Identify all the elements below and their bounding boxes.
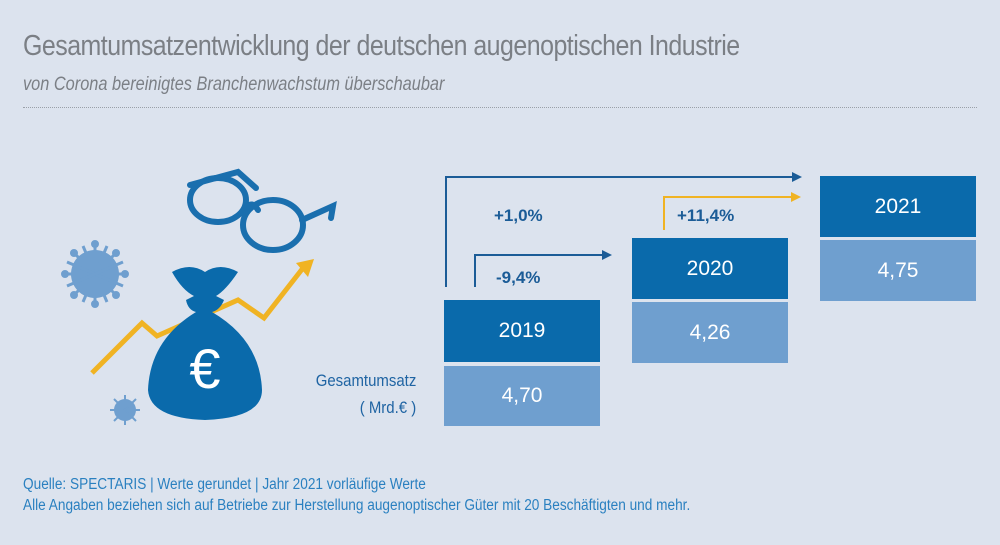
row-label: Gesamtumsatz: [315, 371, 416, 390]
change-label-2020-2021: +11,4%: [677, 206, 735, 225]
virus-icon: [110, 395, 140, 425]
arrowhead-icon: [602, 250, 612, 260]
virus-icon: [61, 240, 129, 308]
value-box-2021: 4,75: [820, 240, 976, 301]
year-box-2020: 2020: [632, 238, 788, 299]
unit-label: ( Mrd.€ ): [359, 398, 416, 417]
change-arrow-2019-2021: [445, 176, 793, 287]
page-title: Gesamtumsatzentwicklung der deutschen au…: [23, 30, 740, 62]
arrowhead-icon: [791, 192, 801, 202]
value-box-2020: 4,26: [632, 302, 788, 363]
year-box-2019: 2019: [444, 300, 600, 362]
euro-icon: €: [189, 337, 220, 400]
year-box-2021: 2021: [820, 176, 976, 237]
page-subtitle: von Corona bereinigtes Branchenwachstum …: [23, 74, 445, 95]
glasses-icon: [187, 168, 337, 253]
money-bag-icon: [148, 267, 262, 420]
divider: [23, 107, 977, 108]
scope-note: Alle Angaben beziehen sich auf Betriebe …: [23, 497, 691, 514]
change-arrow-2019-2020: [474, 254, 604, 287]
arrowhead-icon: [792, 172, 802, 182]
change-label-2019-2020: -9,4%: [496, 268, 541, 287]
change-arrow-2020-2021: [663, 196, 793, 230]
value-box-2019: 4,70: [444, 366, 600, 426]
change-label-2019-2021: +1,0%: [494, 206, 543, 225]
source-note: Quelle: SPECTARIS | Werte gerundet | Jah…: [23, 476, 426, 493]
